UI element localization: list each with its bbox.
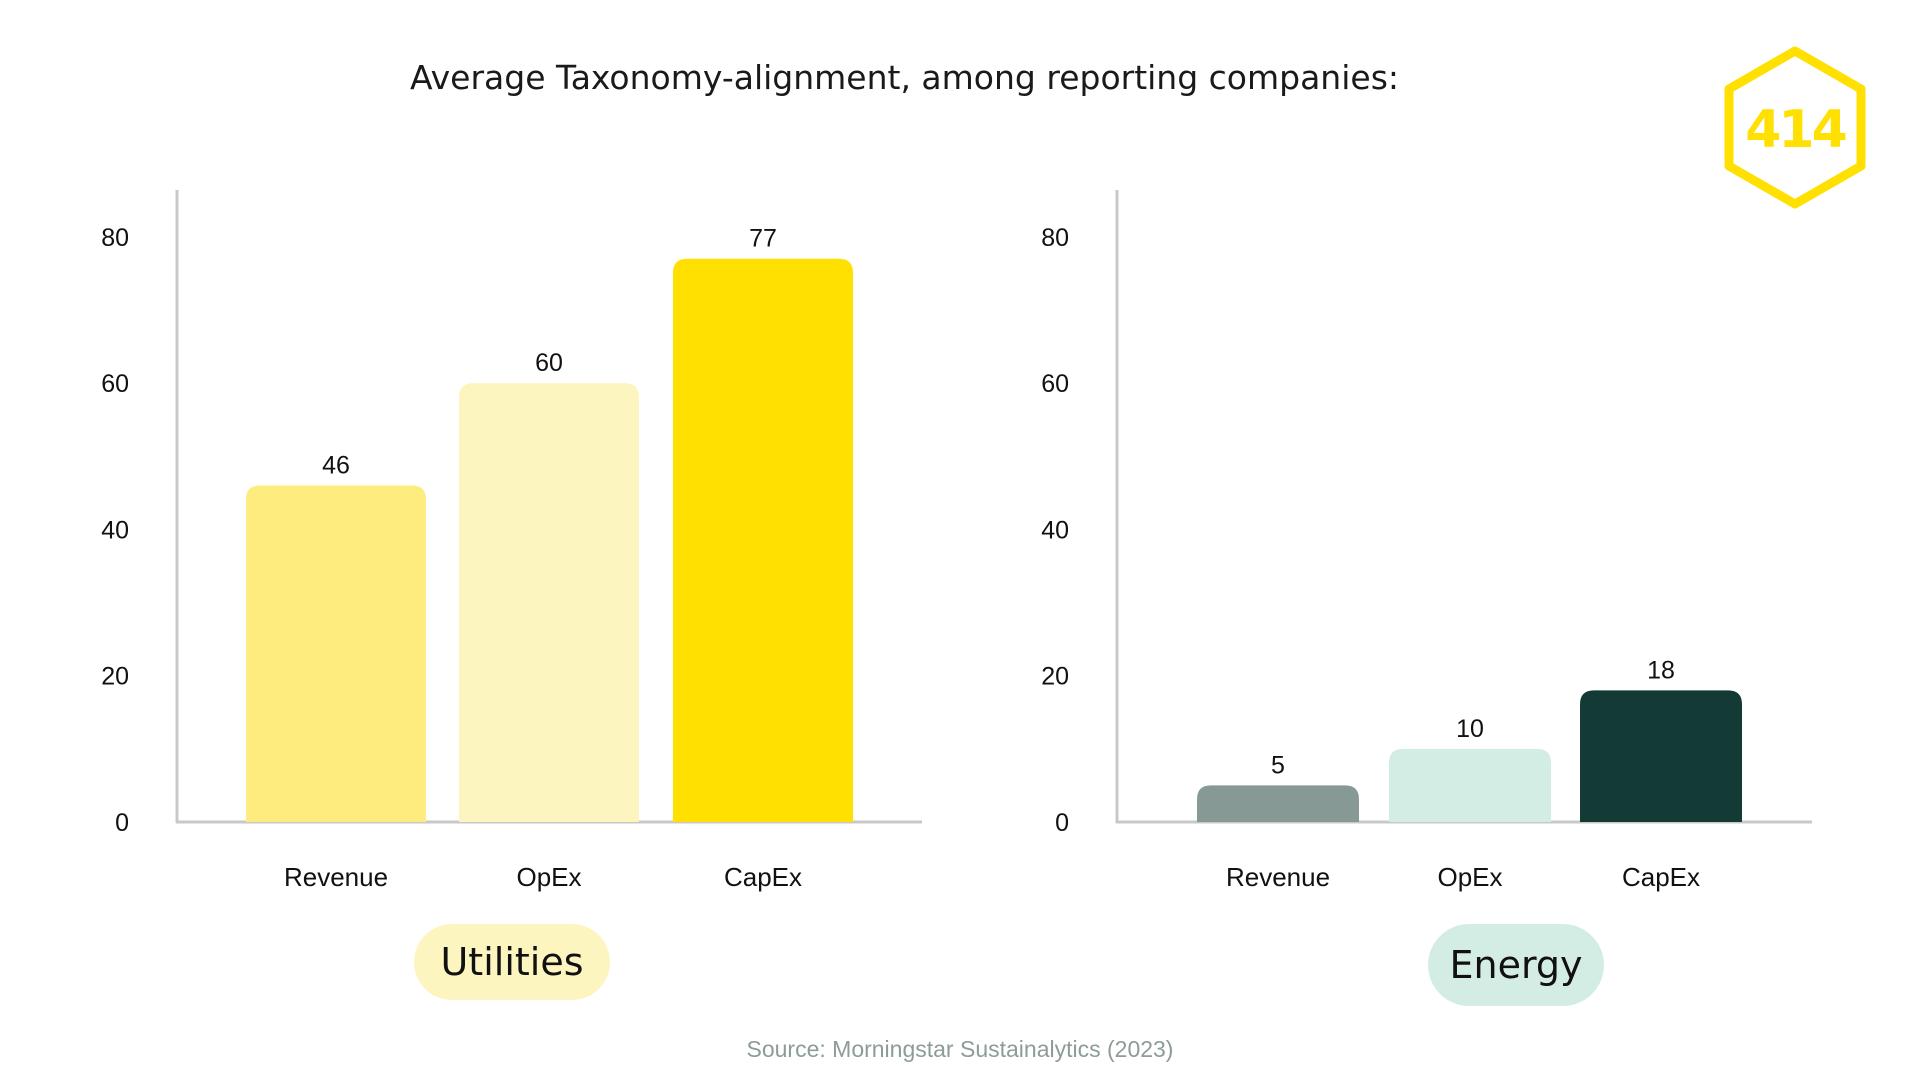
category-label: OpEx (516, 862, 581, 892)
value-label: 60 (535, 349, 563, 377)
bar-energy-capex (1580, 690, 1742, 822)
y-tick-label: 60 (101, 370, 129, 398)
chart-title: Average Taxonomy-alignment, among report… (410, 58, 1400, 97)
logo-text: 414 (1745, 100, 1845, 160)
logo-hexagon (1724, 46, 1866, 209)
bar-utilities-revenue (246, 485, 426, 822)
hexagon-logo-icon: 414 (1724, 46, 1866, 209)
value-label: 18 (1647, 656, 1675, 684)
panel-label-utilities: Utilities (414, 924, 610, 1000)
bar-energy-revenue (1197, 785, 1359, 822)
y-tick-label: 0 (1055, 809, 1069, 837)
category-label: Revenue (284, 862, 388, 892)
value-label: 77 (749, 225, 777, 253)
category-label: CapEx (724, 862, 802, 892)
y-tick-label: 80 (1041, 224, 1069, 252)
panel-label-energy: Energy (1428, 924, 1604, 1006)
chart-utilities: 0 20 40 60 80 46 Revenue 60 OpEx 77 CapEx (101, 190, 922, 892)
value-label: 5 (1271, 751, 1285, 779)
y-tick-label: 60 (1041, 370, 1069, 398)
value-label: 10 (1456, 715, 1484, 743)
category-label: OpEx (1437, 862, 1502, 892)
y-tick-label: 40 (1041, 516, 1069, 544)
bar-utilities-opex (459, 383, 639, 822)
category-label: Revenue (1226, 862, 1330, 892)
value-label: 46 (322, 452, 350, 480)
bar-energy-opex (1389, 748, 1551, 822)
y-tick-label: 20 (101, 663, 129, 691)
y-tick-label: 20 (1041, 663, 1069, 691)
bar-utilities-capex (673, 258, 853, 822)
y-tick-label: 40 (101, 516, 129, 544)
chart-energy: 0 20 40 60 80 5 Revenue 10 OpEx 18 CapEx (1041, 190, 1812, 892)
y-tick-label: 0 (115, 809, 129, 837)
category-label: CapEx (1622, 862, 1700, 892)
source-note: Source: Morningstar Sustainalytics (2023… (746, 1036, 1174, 1062)
y-tick-label: 80 (101, 224, 129, 252)
